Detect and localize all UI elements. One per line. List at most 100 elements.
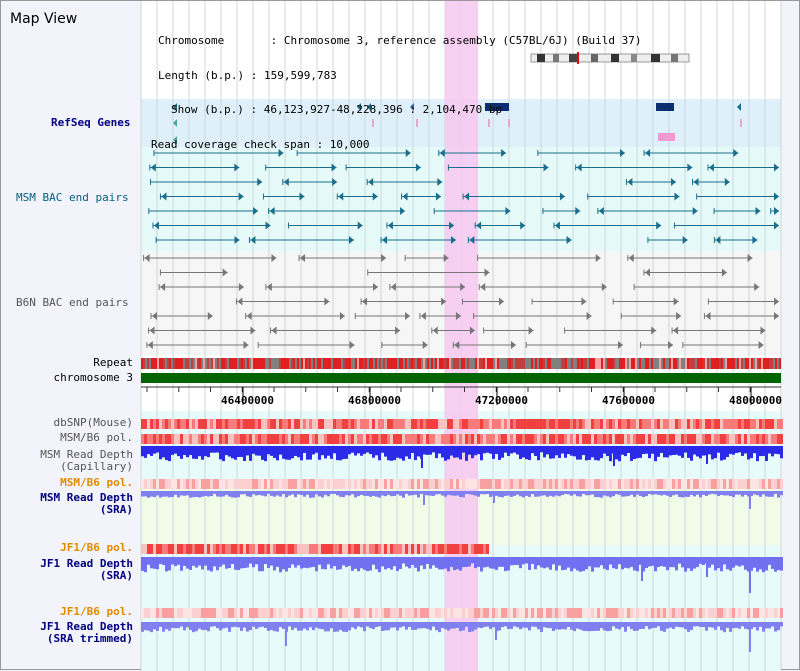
position-axis: 46400000 46800000 47200000 47600000 48000000: [141, 386, 782, 407]
bac-end-mark: [682, 236, 688, 244]
bac-end-mark: [160, 283, 166, 291]
track-label-msm-depth-capillary[interactable]: MSM Read Depth (Capillary): [40, 448, 133, 473]
page-title: Map View: [10, 11, 78, 27]
track-label-jf1-b6-pol[interactable]: JF1/B6 pol.: [60, 541, 133, 554]
bac-end-mark: [464, 192, 470, 201]
bac-end-mark: [271, 254, 277, 262]
bac-end-mark: [149, 326, 155, 335]
bac-end-mark: [559, 192, 565, 201]
track-label-refseq[interactable]: RefSeq Genes: [51, 116, 131, 129]
track-label-b6n-bac[interactable]: B6N BAC end pairs: [16, 296, 129, 309]
bac-end-mark: [543, 163, 549, 172]
bac-end-mark: [450, 236, 456, 244]
bac-end-mark: [441, 297, 447, 306]
bac-end-mark: [432, 326, 438, 335]
bac-end-mark: [271, 326, 277, 335]
bac-end-mark: [395, 326, 401, 335]
bac-end-mark: [405, 312, 411, 320]
bac-end-mark: [715, 236, 721, 244]
gene-mark: [173, 136, 177, 144]
bac-end-mark: [455, 312, 461, 320]
bac-end-mark: [692, 207, 698, 215]
bac-end-mark: [674, 192, 680, 201]
bac-end-mark: [238, 283, 244, 291]
bac-end-mark: [357, 221, 363, 230]
bac-end-mark: [150, 163, 156, 172]
gene-mark: [173, 103, 177, 111]
bac-end-mark: [687, 163, 693, 172]
bac-end-mark: [469, 236, 475, 244]
bac-end-mark: [510, 341, 516, 349]
bac-end-mark: [724, 178, 730, 186]
bac-end-mark: [368, 178, 374, 186]
bac-end-mark: [265, 221, 271, 230]
bac-end-mark: [628, 254, 634, 262]
bac-end-mark: [300, 254, 306, 262]
bac-end-mark: [460, 283, 466, 291]
track-label-msm-b6-pol[interactable]: MSM/B6 pol.: [60, 431, 133, 444]
bac-end-mark: [147, 341, 153, 349]
bac-end-mark: [257, 178, 263, 186]
bac-end-mark: [651, 326, 657, 335]
bac-end-mark: [480, 283, 486, 291]
axis-tick-label: 48000000: [729, 394, 782, 407]
bac-end-mark: [774, 312, 779, 320]
bac-end-mark: [755, 207, 761, 215]
bac-end-mark: [437, 178, 443, 186]
bac-end-mark: [752, 236, 758, 244]
bac-end-mark: [266, 283, 272, 291]
bac-end-mark: [400, 207, 406, 215]
bac-end-mark: [387, 221, 393, 230]
bac-end-mark: [774, 192, 779, 201]
bac-end-mark: [402, 192, 408, 201]
gene-mark: [737, 103, 741, 111]
bac-end-mark: [420, 312, 426, 320]
track-label-jf1-depth-sra[interactable]: JF1 Read Depth (SRA): [40, 557, 133, 582]
bac-end-mark: [250, 326, 256, 335]
bac-end-mark: [339, 312, 345, 320]
track-label-msm-b6-pol-sra[interactable]: MSM/B6 pol.: [60, 476, 133, 489]
gene-mark: [367, 103, 371, 111]
bac-end-mark: [234, 236, 240, 244]
bac-end-mark: [348, 236, 354, 244]
track-label-repeat[interactable]: Repeat: [93, 356, 133, 369]
bac-end-mark: [469, 326, 475, 335]
bac-end-mark: [372, 283, 378, 291]
bac-end-mark: [331, 163, 337, 172]
bac-end-mark: [476, 221, 482, 230]
bac-end-mark: [505, 207, 511, 215]
bac-end-mark: [760, 326, 766, 335]
bac-end-mark: [673, 297, 679, 306]
bac-end-mark: [617, 341, 623, 349]
bac-end-mark: [362, 297, 368, 306]
bac-end-mark: [153, 221, 159, 230]
bac-end-mark: [299, 192, 305, 201]
bac-end-mark: [576, 163, 582, 172]
bac-end-mark: [443, 254, 449, 262]
bac-end-mark: [733, 149, 739, 157]
bac-end-mark: [673, 326, 679, 335]
track-label-msm-depth-sra[interactable]: MSM Read Depth (SRA): [40, 491, 133, 516]
show-range-info: Show (b.p.) : 46,123,927-48,228,396 : 2,…: [171, 103, 503, 116]
bac-end-mark: [676, 312, 682, 320]
bac-end-mark: [349, 341, 355, 349]
bac-end-mark: [528, 326, 534, 335]
bac-end-mark: [774, 221, 779, 230]
bac-end-mark: [278, 149, 284, 157]
track-label-msm-bac[interactable]: MSM BAC end pairs: [16, 191, 129, 204]
bac-end-mark: [575, 207, 581, 215]
track-label-jf1-b6-pol-trimmed[interactable]: JF1/B6 pol.: [60, 605, 133, 618]
bac-end-mark: [372, 192, 378, 201]
bac-end-mark: [238, 192, 244, 201]
length-info: Length (b.p.) : 159,599,783: [158, 68, 337, 82]
track-label-dbsnp[interactable]: dbSNP(Mouse): [53, 416, 133, 429]
track-label-jf1-depth-trimmed[interactable]: JF1 Read Depth (SRA trimmed): [40, 620, 133, 645]
bac-end-mark: [144, 254, 150, 262]
track-label-chromosome[interactable]: chromosome 3: [53, 371, 133, 384]
bac-end-mark: [435, 192, 441, 201]
bac-end-mark: [381, 254, 387, 262]
axis-tick-label: 47200000: [475, 394, 528, 407]
bac-end-mark: [449, 221, 455, 230]
bac-end-mark: [619, 149, 625, 157]
bac-end-mark: [207, 312, 213, 320]
